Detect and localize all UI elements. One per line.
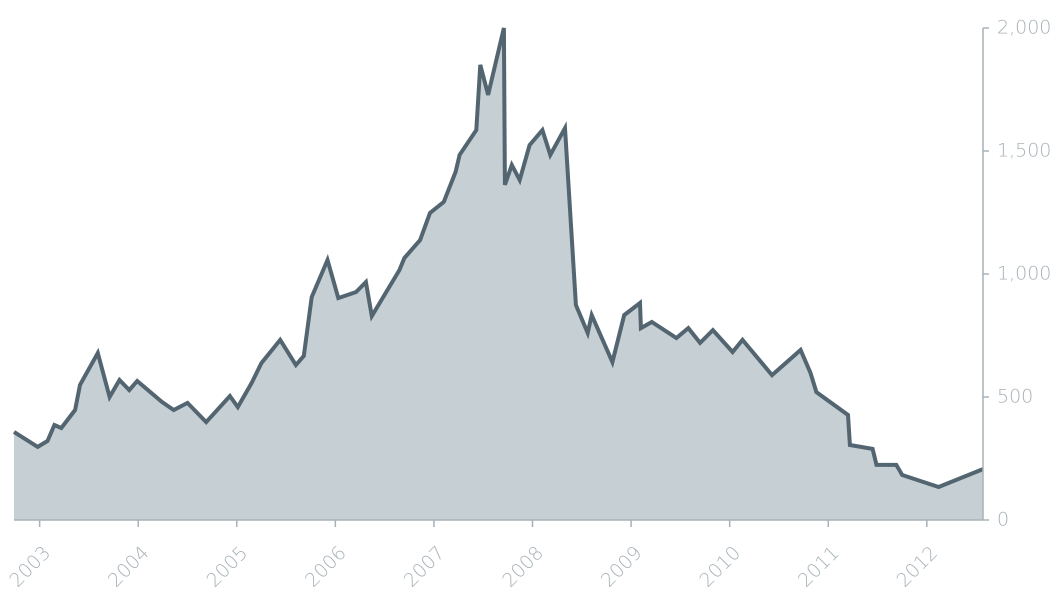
area (14, 28, 983, 520)
line (12, 27, 984, 490)
x-tick-label: 2004 (104, 542, 154, 592)
x-tick-label: 2012 (892, 542, 942, 592)
y-tick-label: 2,000 (997, 17, 1051, 39)
y-tick-label: 1,500 (997, 140, 1051, 162)
y-tick-label: 1,000 (997, 263, 1051, 285)
x-tick-label: 2007 (400, 542, 450, 592)
x-tick-label: 2010 (695, 542, 745, 592)
x-tick-label: 2005 (202, 542, 252, 592)
x-tick-label: 2003 (5, 542, 55, 592)
x-tick-label: 2008 (498, 542, 548, 592)
y-tick-label: 500 (997, 386, 1033, 408)
x-tick-label: 2011 (794, 542, 844, 592)
y-tick-label: 0 (997, 509, 1009, 531)
x-tick-label: 2006 (301, 542, 351, 592)
x-tick-label: 2009 (597, 542, 647, 592)
